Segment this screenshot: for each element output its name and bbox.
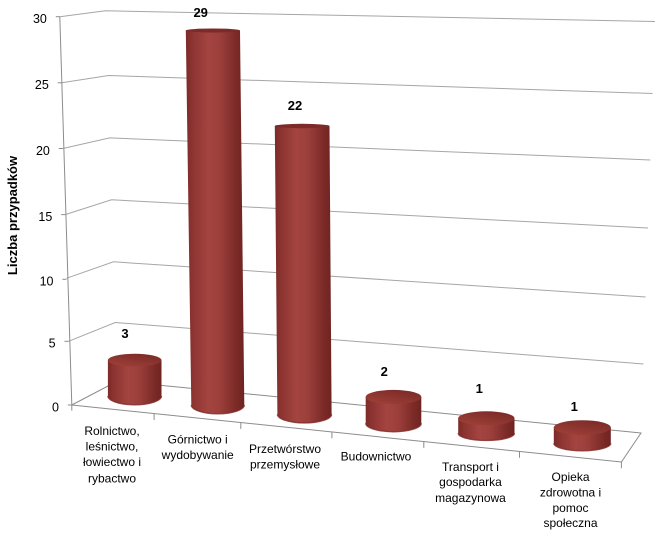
svg-text:wydobywanie: wydobywanie — [161, 448, 234, 462]
svg-text:magazynowa: magazynowa — [435, 491, 506, 505]
svg-text:gospodarka: gospodarka — [439, 475, 502, 489]
svg-text:rybactwo: rybactwo — [88, 472, 136, 486]
svg-text:łowiectwo i: łowiectwo i — [83, 455, 141, 469]
svg-text:społeczna: społeczna — [543, 516, 597, 530]
svg-text:Przetwórstwo: Przetwórstwo — [249, 442, 321, 456]
svg-text:30: 30 — [33, 12, 47, 26]
svg-text:Górnictwo i: Górnictwo i — [168, 432, 228, 446]
svg-text:3: 3 — [121, 326, 128, 341]
svg-text:1: 1 — [571, 399, 578, 414]
svg-text:pomoc: pomoc — [552, 501, 588, 515]
svg-text:0: 0 — [52, 400, 59, 414]
svg-text:29: 29 — [193, 5, 207, 20]
svg-text:przemysłowe: przemysłowe — [250, 458, 320, 472]
svg-text:25: 25 — [35, 78, 49, 92]
svg-text:Opieka: Opieka — [551, 470, 589, 484]
svg-text:Transport i: Transport i — [442, 460, 499, 474]
svg-text:leśnictwo,: leśnictwo, — [86, 439, 139, 453]
svg-text:10: 10 — [40, 275, 54, 289]
svg-text:5: 5 — [49, 337, 56, 351]
svg-text:15: 15 — [38, 210, 52, 224]
svg-text:Rolnictwo,: Rolnictwo, — [84, 424, 139, 438]
svg-text:2: 2 — [381, 364, 388, 379]
svg-text:20: 20 — [36, 144, 50, 158]
svg-text:Budownictwo: Budownictwo — [341, 450, 412, 464]
svg-text:Liczba przypadków: Liczba przypadków — [5, 155, 20, 275]
svg-text:22: 22 — [288, 98, 302, 113]
svg-text:1: 1 — [476, 381, 483, 396]
svg-text:zdrowotna i: zdrowotna i — [540, 486, 601, 500]
